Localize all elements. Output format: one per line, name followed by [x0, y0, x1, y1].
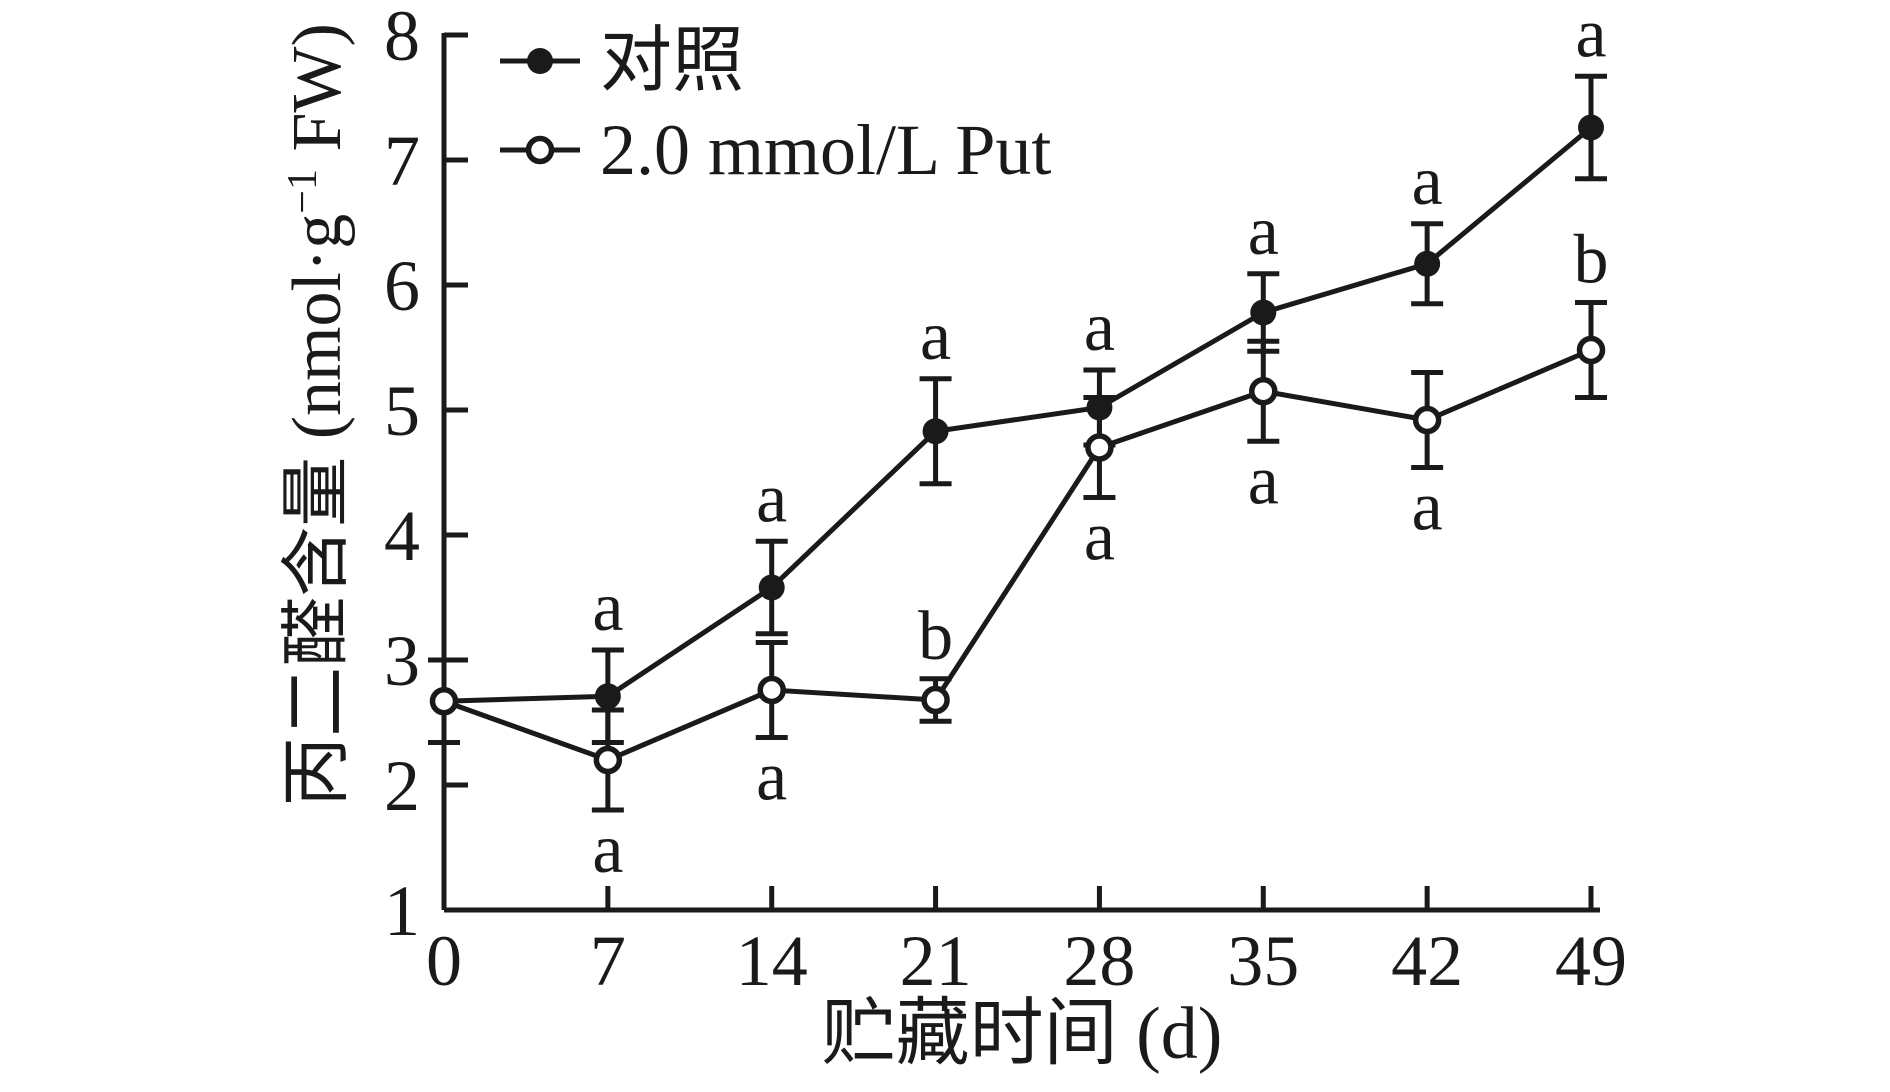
put-data-point	[921, 685, 950, 715]
y-tick-label: 7	[384, 121, 420, 201]
control-data-point	[758, 574, 785, 601]
put-data-point	[1085, 433, 1114, 462]
x-tick-label: 49	[1555, 921, 1627, 1001]
legend-item-control: 对照	[500, 21, 744, 101]
put-data-point	[1249, 377, 1278, 406]
control-legend-marker	[527, 48, 553, 74]
put-significance-letter: a	[1412, 469, 1443, 546]
control-significance-letter: a	[592, 569, 623, 646]
control-significance-letter: a	[920, 298, 951, 375]
x-tick-label: 21	[900, 921, 972, 1001]
put-data-point	[757, 675, 786, 705]
put-data-point	[1576, 335, 1606, 365]
control-data-point	[594, 683, 621, 710]
y-tick-label: 2	[384, 746, 420, 826]
control-series-line	[443, 125, 1593, 704]
control-significance-letter: a	[1575, 0, 1606, 72]
put-legend-label: 2.0 mmol/L Put	[600, 110, 1051, 190]
control-data-point	[1578, 114, 1604, 141]
put-data-point	[1412, 405, 1442, 435]
put-data-point	[593, 745, 623, 775]
put-significance-letter: a	[592, 811, 623, 888]
control-legend-label: 对照	[600, 21, 744, 101]
control-data-point	[1086, 394, 1113, 421]
x-tick-label: 35	[1227, 921, 1299, 1001]
y-tick-label: 6	[384, 246, 420, 326]
control-significance-letter: a	[1412, 143, 1443, 220]
x-tick-label: 0	[426, 921, 462, 1001]
control-significance-letter: a	[1084, 289, 1115, 366]
y-tick-label: 5	[384, 371, 420, 451]
put-significance-letter: a	[1248, 442, 1279, 519]
y-tick-label: 4	[384, 496, 420, 576]
x-tick-label: 42	[1391, 921, 1463, 1001]
legend-item-put: 2.0 mmol/L Put	[500, 110, 1051, 190]
control-data-point	[1250, 299, 1277, 326]
control-significance-letter: a	[1248, 193, 1279, 270]
put-significance-letter: a	[1084, 499, 1115, 576]
put-significance-letter: b	[918, 598, 953, 675]
axes-layer: 1 2 3 4 5 6 7 8 0 7 14 21 28 35 42 49	[384, 0, 1627, 1001]
line-layer	[443, 125, 1593, 763]
x-tick-label: 7	[590, 921, 626, 1001]
x-tick-label: 28	[1063, 921, 1135, 1001]
x-tick-label: 14	[736, 921, 808, 1001]
control-significance-letter: a	[756, 460, 787, 537]
control-data-point	[1414, 250, 1441, 277]
put-significance-letter: b	[1574, 222, 1609, 299]
significance-letters: a a a a a a a a a b a a a b	[592, 0, 1608, 888]
put-series-line	[443, 347, 1592, 763]
control-data-point	[922, 418, 949, 445]
put-data-point	[429, 687, 459, 716]
x-axis-title: 贮藏时间 (d)	[822, 993, 1223, 1075]
put-legend-marker	[525, 135, 555, 165]
y-tick-label: 1	[384, 871, 420, 951]
legend: 对照 2.0 mmol/L Put	[500, 21, 1051, 190]
y-tick-label: 3	[384, 621, 420, 701]
marker-layer	[429, 114, 1606, 775]
put-significance-letter: a	[756, 739, 787, 816]
y-tick-label: 8	[384, 0, 420, 76]
y-axis-title: 丙二醛含量 (nmol·g−1 FW)	[279, 23, 356, 807]
